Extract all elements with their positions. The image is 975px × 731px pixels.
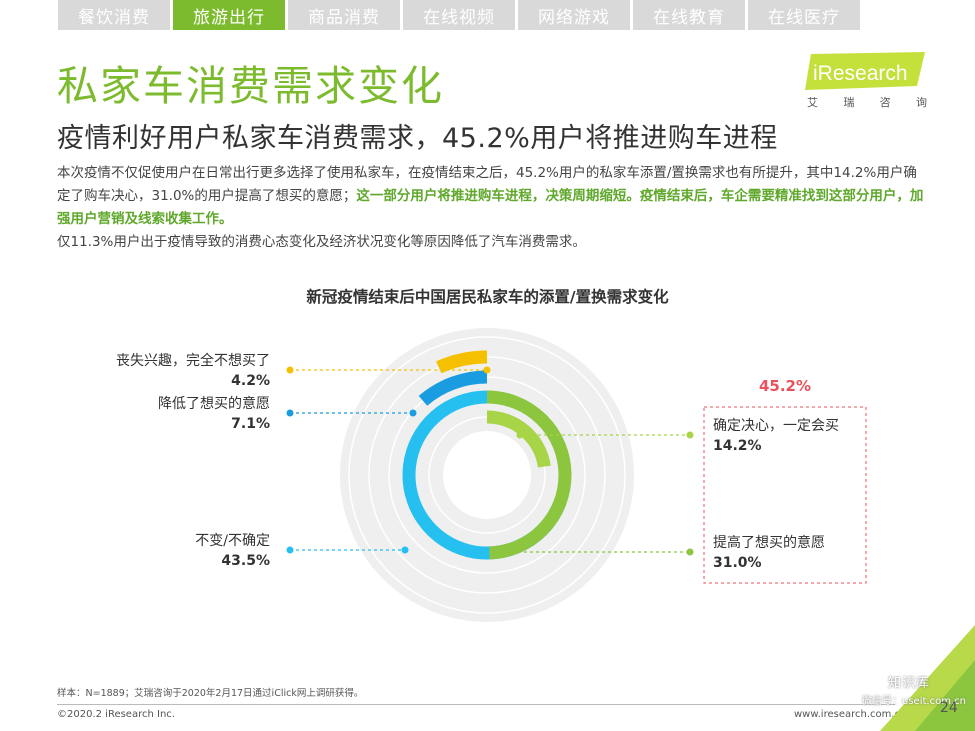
leader-dot	[686, 548, 694, 556]
watermark-wechat: 微信号：useit.com.cn	[862, 696, 966, 707]
group-box	[703, 406, 867, 584]
page-title: 私家车消费需求变化	[57, 62, 444, 110]
leader-dot	[508, 548, 516, 556]
logo-sub-char: 艾	[807, 96, 820, 109]
bar-right-0	[486, 390, 572, 560]
watermark-title: 知识库	[888, 676, 931, 691]
series-value-label: 31.0%	[713, 555, 762, 571]
page-subtitle: 疫情利好用户私家车消费需求，45.2%用户将推进购车进程	[57, 123, 778, 154]
series-label: 不变/不确定	[195, 533, 270, 549]
tab-travel[interactable]: 旅游出行	[173, 0, 285, 30]
series-value-label: 4.2%	[231, 373, 270, 389]
footer-divider	[57, 704, 895, 705]
tab-online-video[interactable]: 在线视频	[403, 0, 515, 30]
series-value-label: 7.1%	[231, 416, 270, 432]
series-label: 确定决心，一定会买	[713, 418, 839, 434]
tab-online-education[interactable]: 在线教育	[633, 0, 745, 30]
bar-right-1	[486, 410, 551, 468]
logo-sub-char: 询	[915, 96, 929, 109]
tab-dining[interactable]: 餐饮消费	[58, 0, 170, 30]
logo-sub-char: 咨	[879, 96, 893, 109]
category-tabs: 餐饮消费 旅游出行 商品消费 在线视频 网络游戏 在线教育 在线医疗	[58, 0, 860, 30]
leader-dot	[286, 546, 294, 554]
body-highlight: 这一部分用户将推进购车进程，决策周期缩短。疫情结束后，车企需要精准找到这部分用户…	[57, 188, 924, 227]
tab-goods[interactable]: 商品消费	[288, 0, 400, 30]
copyright: ©2020.2 iResearch Inc.	[57, 709, 175, 720]
group-total-label: 45.2%	[759, 377, 811, 395]
chart-grid-ring	[348, 336, 626, 614]
iresearch-logo: iResearch 艾 瑞 咨 询	[805, 52, 930, 112]
logo-subtitle: 艾 瑞 咨 询	[807, 94, 929, 110]
chart-center	[443, 431, 531, 519]
leader-dot	[401, 546, 409, 554]
series-value-label: 43.5%	[221, 553, 270, 569]
body-text: 本次疫情不仅促使用户在日常出行更多选择了使用私家车，在疫情结束之后，45.2%用…	[57, 162, 927, 254]
leader-dot	[483, 366, 491, 374]
tab-online-games[interactable]: 网络游戏	[518, 0, 630, 30]
leader-dot	[516, 431, 524, 439]
sample-note: 样本：N=1889；艾瑞咨询于2020年2月17日通过iClick网上调研获得。	[57, 688, 364, 699]
leader-dot	[286, 409, 294, 417]
leader-dot	[286, 366, 294, 374]
website-link[interactable]: www.iresearch.com.cn	[794, 709, 907, 720]
series-label: 提高了想买的意愿	[713, 534, 825, 551]
tab-online-medical[interactable]: 在线医疗	[748, 0, 860, 30]
body-paragraph-1: 本次疫情不仅促使用户在日常出行更多选择了使用私家车，在疫情结束之后，45.2%用…	[57, 165, 917, 204]
page-number: 24	[940, 700, 958, 716]
leader-dot	[686, 431, 694, 439]
series-label: 降低了想买的意愿	[158, 395, 270, 412]
iresearch-logo-mark: iResearch	[805, 52, 925, 90]
logo-sub-char: 瑞	[843, 96, 857, 109]
chart-title: 新冠疫情结束后中国居民私家车的添置/置换需求变化	[306, 288, 669, 306]
bar-0	[436, 350, 488, 374]
series-value-label: 14.2%	[713, 438, 762, 454]
body-paragraph-2: 仅11.3%用户出于疫情导致的消费心态变化及经济状况变化等原因降低了汽车消费需求…	[57, 234, 586, 250]
series-label: 丧失兴趣，完全不想买了	[116, 352, 270, 369]
leader-dot	[409, 409, 417, 417]
logo-text: iResearch	[813, 62, 908, 85]
bar-1	[418, 370, 488, 406]
